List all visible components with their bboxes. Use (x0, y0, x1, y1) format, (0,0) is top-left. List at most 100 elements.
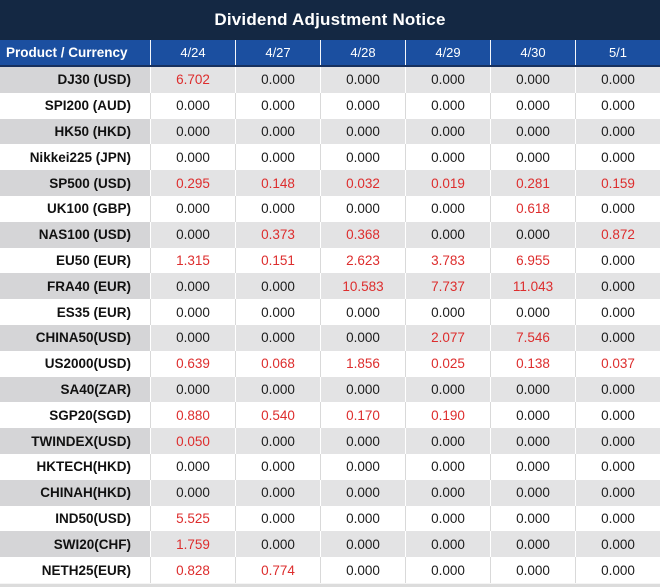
product-cell: TWINDEX(USD) (0, 428, 150, 454)
value-cell: 0.000 (320, 453, 405, 480)
value-cell: 0.000 (405, 144, 490, 171)
table-header-row: Product / Currency 4/24 4/27 4/28 4/29 4… (0, 40, 660, 67)
table-row: US2000(USD) 0.639 0.068 1.856 0.025 0.138 0.0… (0, 350, 660, 377)
value-cell: 0.170 (320, 402, 405, 429)
value-cell: 0.000 (150, 221, 235, 248)
value-cell: 0.000 (235, 505, 320, 532)
value-cell: 0.000 (490, 92, 575, 119)
value-cell: 0.872 (575, 221, 660, 248)
value-cell: 0.000 (150, 144, 235, 171)
value-cell: 0.000 (405, 531, 490, 558)
value-cell: 0.000 (320, 144, 405, 171)
value-cell: 0.000 (405, 428, 490, 454)
value-cell: 0.000 (320, 299, 405, 325)
value-cell: 0.000 (490, 479, 575, 506)
value-cell: 0.880 (150, 402, 235, 429)
value-cell: 0.281 (490, 170, 575, 196)
value-cell: 0.000 (235, 92, 320, 119)
value-cell: 11.043 (490, 273, 575, 300)
value-cell: 0.000 (405, 118, 490, 145)
product-cell: CHINA50(USD) (0, 324, 150, 351)
value-cell: 0.000 (575, 531, 660, 558)
value-cell: 0.000 (235, 479, 320, 506)
value-cell: 0.000 (405, 453, 490, 480)
value-cell: 0.000 (490, 402, 575, 429)
value-cell: 0.000 (150, 195, 235, 222)
value-cell: 0.774 (235, 557, 320, 583)
value-cell: 0.000 (490, 557, 575, 583)
table-row: Nikkei225 (JPN) 0.000 0.000 0.000 0.000 0.00… (0, 144, 660, 171)
value-cell: 0.148 (235, 170, 320, 196)
table-row: NETH25(EUR) 0.828 0.774 0.000 0.000 0.000 0.0… (0, 557, 660, 583)
value-cell: 0.000 (320, 195, 405, 222)
value-cell: 0.639 (150, 350, 235, 377)
value-cell: 0.000 (405, 479, 490, 506)
value-cell: 0.000 (575, 402, 660, 429)
value-cell: 0.000 (320, 479, 405, 506)
product-cell: SGP20(SGD) (49, 407, 131, 423)
value-cell: 0.618 (490, 195, 575, 222)
table-row: SA40(ZAR) 0.000 0.000 0.000 0.000 0.000 0.000 (0, 376, 660, 403)
value-cell: 0.000 (320, 531, 405, 558)
table-row: FRA40 (EUR) 0.000 0.000 10.583 7.737 11.043 0… (0, 273, 660, 300)
value-cell: 0.000 (405, 221, 490, 248)
value-cell: 0.000 (490, 221, 575, 248)
value-cell: 0.295 (150, 170, 235, 196)
value-cell: 0.000 (320, 324, 405, 351)
value-cell: 6.955 (490, 247, 575, 274)
value-cell: 2.623 (320, 247, 405, 274)
table-row: EU50 (EUR) 1.315 0.151 2.623 3.783 6.955 0.00… (0, 247, 660, 274)
value-cell: 1.759 (150, 531, 235, 558)
value-cell: 0.000 (235, 67, 320, 93)
table-row: SP500 (USD) 0.295 0.148 0.032 0.019 0.281 0.1… (0, 170, 660, 196)
value-cell: 0.000 (235, 299, 320, 325)
value-cell: 0.000 (490, 144, 575, 171)
value-cell: 0.000 (320, 92, 405, 119)
value-cell: 0.000 (150, 324, 235, 351)
product-cell: SA40(ZAR) (0, 376, 150, 403)
table-row: NAS100 (USD) 0.000 0.373 0.368 0.000 0.000 0.… (0, 221, 660, 248)
value-cell: 0.000 (235, 324, 320, 351)
value-cell: 0.000 (405, 92, 490, 119)
product-cell: NAS100 (USD) (0, 221, 150, 248)
value-cell: 0.000 (490, 376, 575, 403)
value-cell: 0.050 (150, 428, 235, 454)
value-cell: 0.037 (575, 350, 660, 377)
table-row: SPI200 (AUD) 0.000 0.000 0.000 0.000 0.000 0.… (0, 92, 660, 119)
product-cell: Nikkei225 (JPN) (29, 149, 131, 165)
value-cell: 0.000 (575, 299, 660, 325)
table-row: HKTECH(HKD) 0.000 0.000 0.000 0.000 0.000 0.0… (0, 453, 660, 480)
product-cell: UK100 (GBP) (46, 201, 131, 217)
value-cell: 0.159 (575, 170, 660, 196)
product-cell: DJ30 (USD) (0, 67, 150, 93)
value-cell: 7.546 (490, 324, 575, 351)
value-cell: 0.000 (490, 505, 575, 532)
value-cell: 1.315 (150, 247, 235, 274)
column-header-date-4: 4/29 (405, 40, 490, 65)
value-cell: 0.000 (575, 557, 660, 583)
value-cell: 0.000 (575, 376, 660, 403)
column-header-product-currency: Product / Currency (6, 45, 128, 60)
value-cell: 0.000 (405, 299, 490, 325)
title-bar: Dividend Adjustment Notice (0, 0, 660, 40)
table-row: IND50(USD) 5.525 0.000 0.000 0.000 0.000 0.00… (0, 505, 660, 532)
value-cell: 6.702 (150, 67, 235, 93)
value-cell: 0.000 (575, 453, 660, 480)
value-cell: 0.000 (320, 67, 405, 93)
value-cell: 0.032 (320, 170, 405, 196)
table-row: HK50 (HKD) 0.000 0.000 0.000 0.000 0.000 0.00… (0, 118, 660, 145)
value-cell: 0.000 (150, 299, 235, 325)
value-cell: 0.000 (490, 67, 575, 93)
value-cell: 0.000 (575, 428, 660, 454)
table-row: SWI20(CHF) 1.759 0.000 0.000 0.000 0.000 0.00… (0, 531, 660, 558)
page-title: Dividend Adjustment Notice (214, 10, 446, 29)
value-cell: 0.000 (575, 324, 660, 351)
product-cell: SWI20(CHF) (0, 531, 150, 558)
table-row: ES35 (EUR) 0.000 0.000 0.000 0.000 0.000 0.00… (0, 299, 660, 325)
value-cell: 0.000 (150, 376, 235, 403)
table-bottom-edge (0, 583, 660, 587)
product-cell: HK50 (HKD) (0, 118, 150, 145)
value-cell: 0.000 (405, 505, 490, 532)
value-cell: 0.000 (320, 557, 405, 583)
